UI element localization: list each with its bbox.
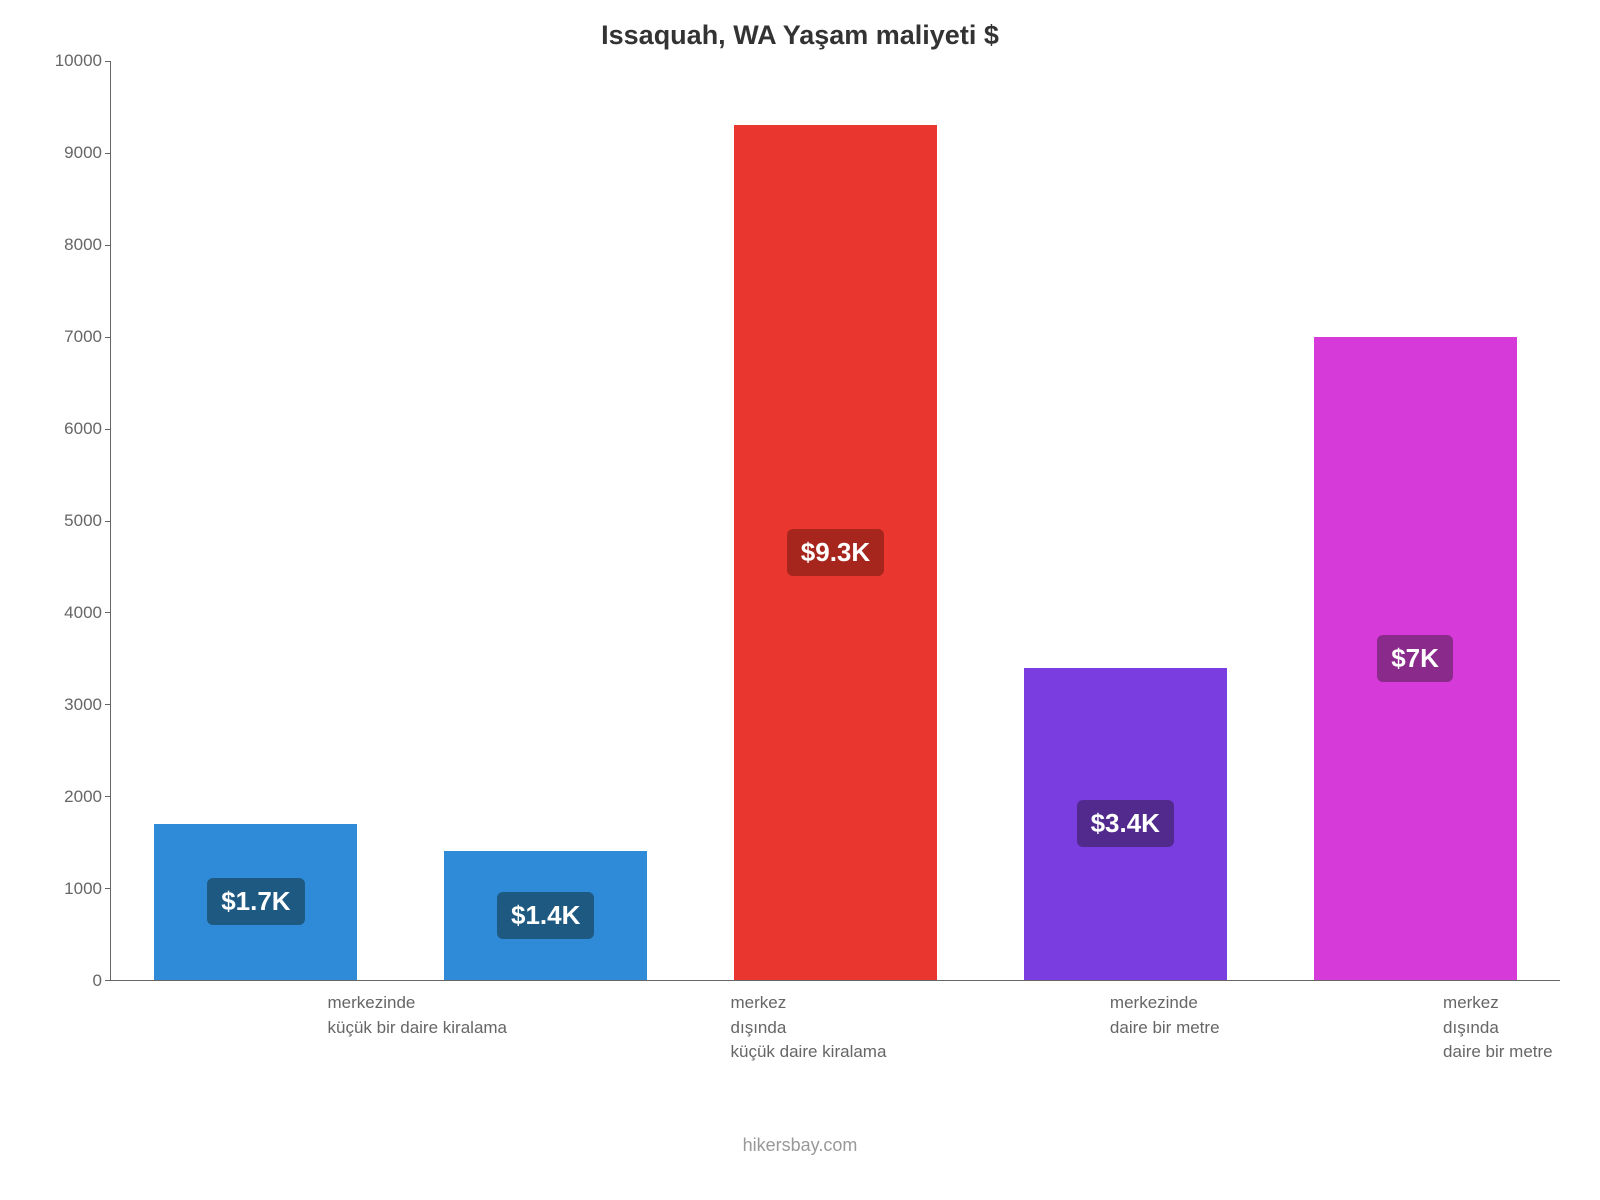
y-tick-label: 4000 (64, 603, 102, 623)
y-axis: 0100020003000400050006000700080009000100… (40, 61, 110, 981)
bar: $3.4K (1024, 668, 1227, 980)
plot-area: $1.7K $1.4K $9.3K $3.4K $7K (110, 61, 1560, 981)
bars-layer: $1.7K $1.4K $9.3K $3.4K $7K (111, 61, 1560, 980)
y-tick-mark (105, 153, 111, 154)
bar-slot: $7K (1270, 61, 1560, 980)
x-label-line: merkezinde (328, 991, 508, 1016)
y-tick-label: 8000 (64, 235, 102, 255)
y-tick-mark (105, 612, 111, 613)
y-tick-mark (105, 245, 111, 246)
value-badge: $7K (1377, 635, 1453, 682)
bar-slot: $1.4K (401, 61, 691, 980)
value-badge: $9.3K (787, 529, 884, 576)
plot-row: 0100020003000400050006000700080009000100… (40, 61, 1560, 981)
y-tick-mark (105, 429, 111, 430)
x-label-line: merkez (731, 991, 887, 1016)
x-label: merkezindeküçük bir daire kiralama (110, 981, 513, 1065)
y-tick-mark (105, 61, 111, 62)
y-tick-label: 1000 (64, 879, 102, 899)
y-tick-label: 10000 (55, 51, 102, 71)
chart-title: Issaquah, WA Yaşam maliyeti $ (40, 20, 1560, 51)
y-tick-mark (105, 980, 111, 981)
attribution-text: hikersbay.com (40, 1135, 1560, 1156)
value-badge: $1.4K (497, 892, 594, 939)
value-badge: $1.7K (207, 878, 304, 925)
x-label-line: küçük daire kiralama (731, 1040, 887, 1065)
x-label: merkezdışındaküçük daire kiralama (513, 981, 892, 1065)
value-badge: $3.4K (1077, 800, 1174, 847)
x-label-line: küçük bir daire kiralama (328, 1016, 508, 1041)
bar: $1.4K (444, 851, 647, 980)
y-tick-mark (105, 888, 111, 889)
x-label-line: merkez (1443, 991, 1553, 1016)
bar-slot: $3.4K (980, 61, 1270, 980)
y-tick-mark (105, 337, 111, 338)
x-label: merkezdışındadaire bir metre (1226, 981, 1559, 1065)
y-tick-label: 9000 (64, 143, 102, 163)
y-tick-label: 6000 (64, 419, 102, 439)
bar: $1.7K (154, 824, 357, 980)
y-tick-label: 0 (93, 971, 102, 991)
x-label-line: merkezinde (1110, 991, 1220, 1016)
x-label-line: daire bir metre (1110, 1016, 1220, 1041)
x-label: merkezindedaire bir metre (892, 981, 1225, 1065)
y-tick-label: 3000 (64, 695, 102, 715)
x-label: ortalamakazanç (1559, 981, 1600, 1065)
y-tick-mark (105, 704, 111, 705)
bar-slot: $1.7K (111, 61, 401, 980)
y-tick-label: 7000 (64, 327, 102, 347)
bar: $9.3K (734, 125, 937, 980)
x-label-line: daire bir metre (1443, 1040, 1553, 1065)
y-tick-mark (105, 796, 111, 797)
bar: $7K (1314, 337, 1517, 980)
x-label-line: dışında (731, 1016, 887, 1041)
y-tick-label: 5000 (64, 511, 102, 531)
x-axis-labels: merkezindeküçük bir daire kiralamamerkez… (110, 981, 1560, 1065)
x-label-line: dışında (1443, 1016, 1553, 1041)
y-tick-mark (105, 521, 111, 522)
bar-slot: $9.3K (691, 61, 981, 980)
chart-container: Issaquah, WA Yaşam maliyeti $ 0 1000 2000 3… (0, 0, 1600, 1200)
y-tick-label: 2000 (64, 787, 102, 807)
